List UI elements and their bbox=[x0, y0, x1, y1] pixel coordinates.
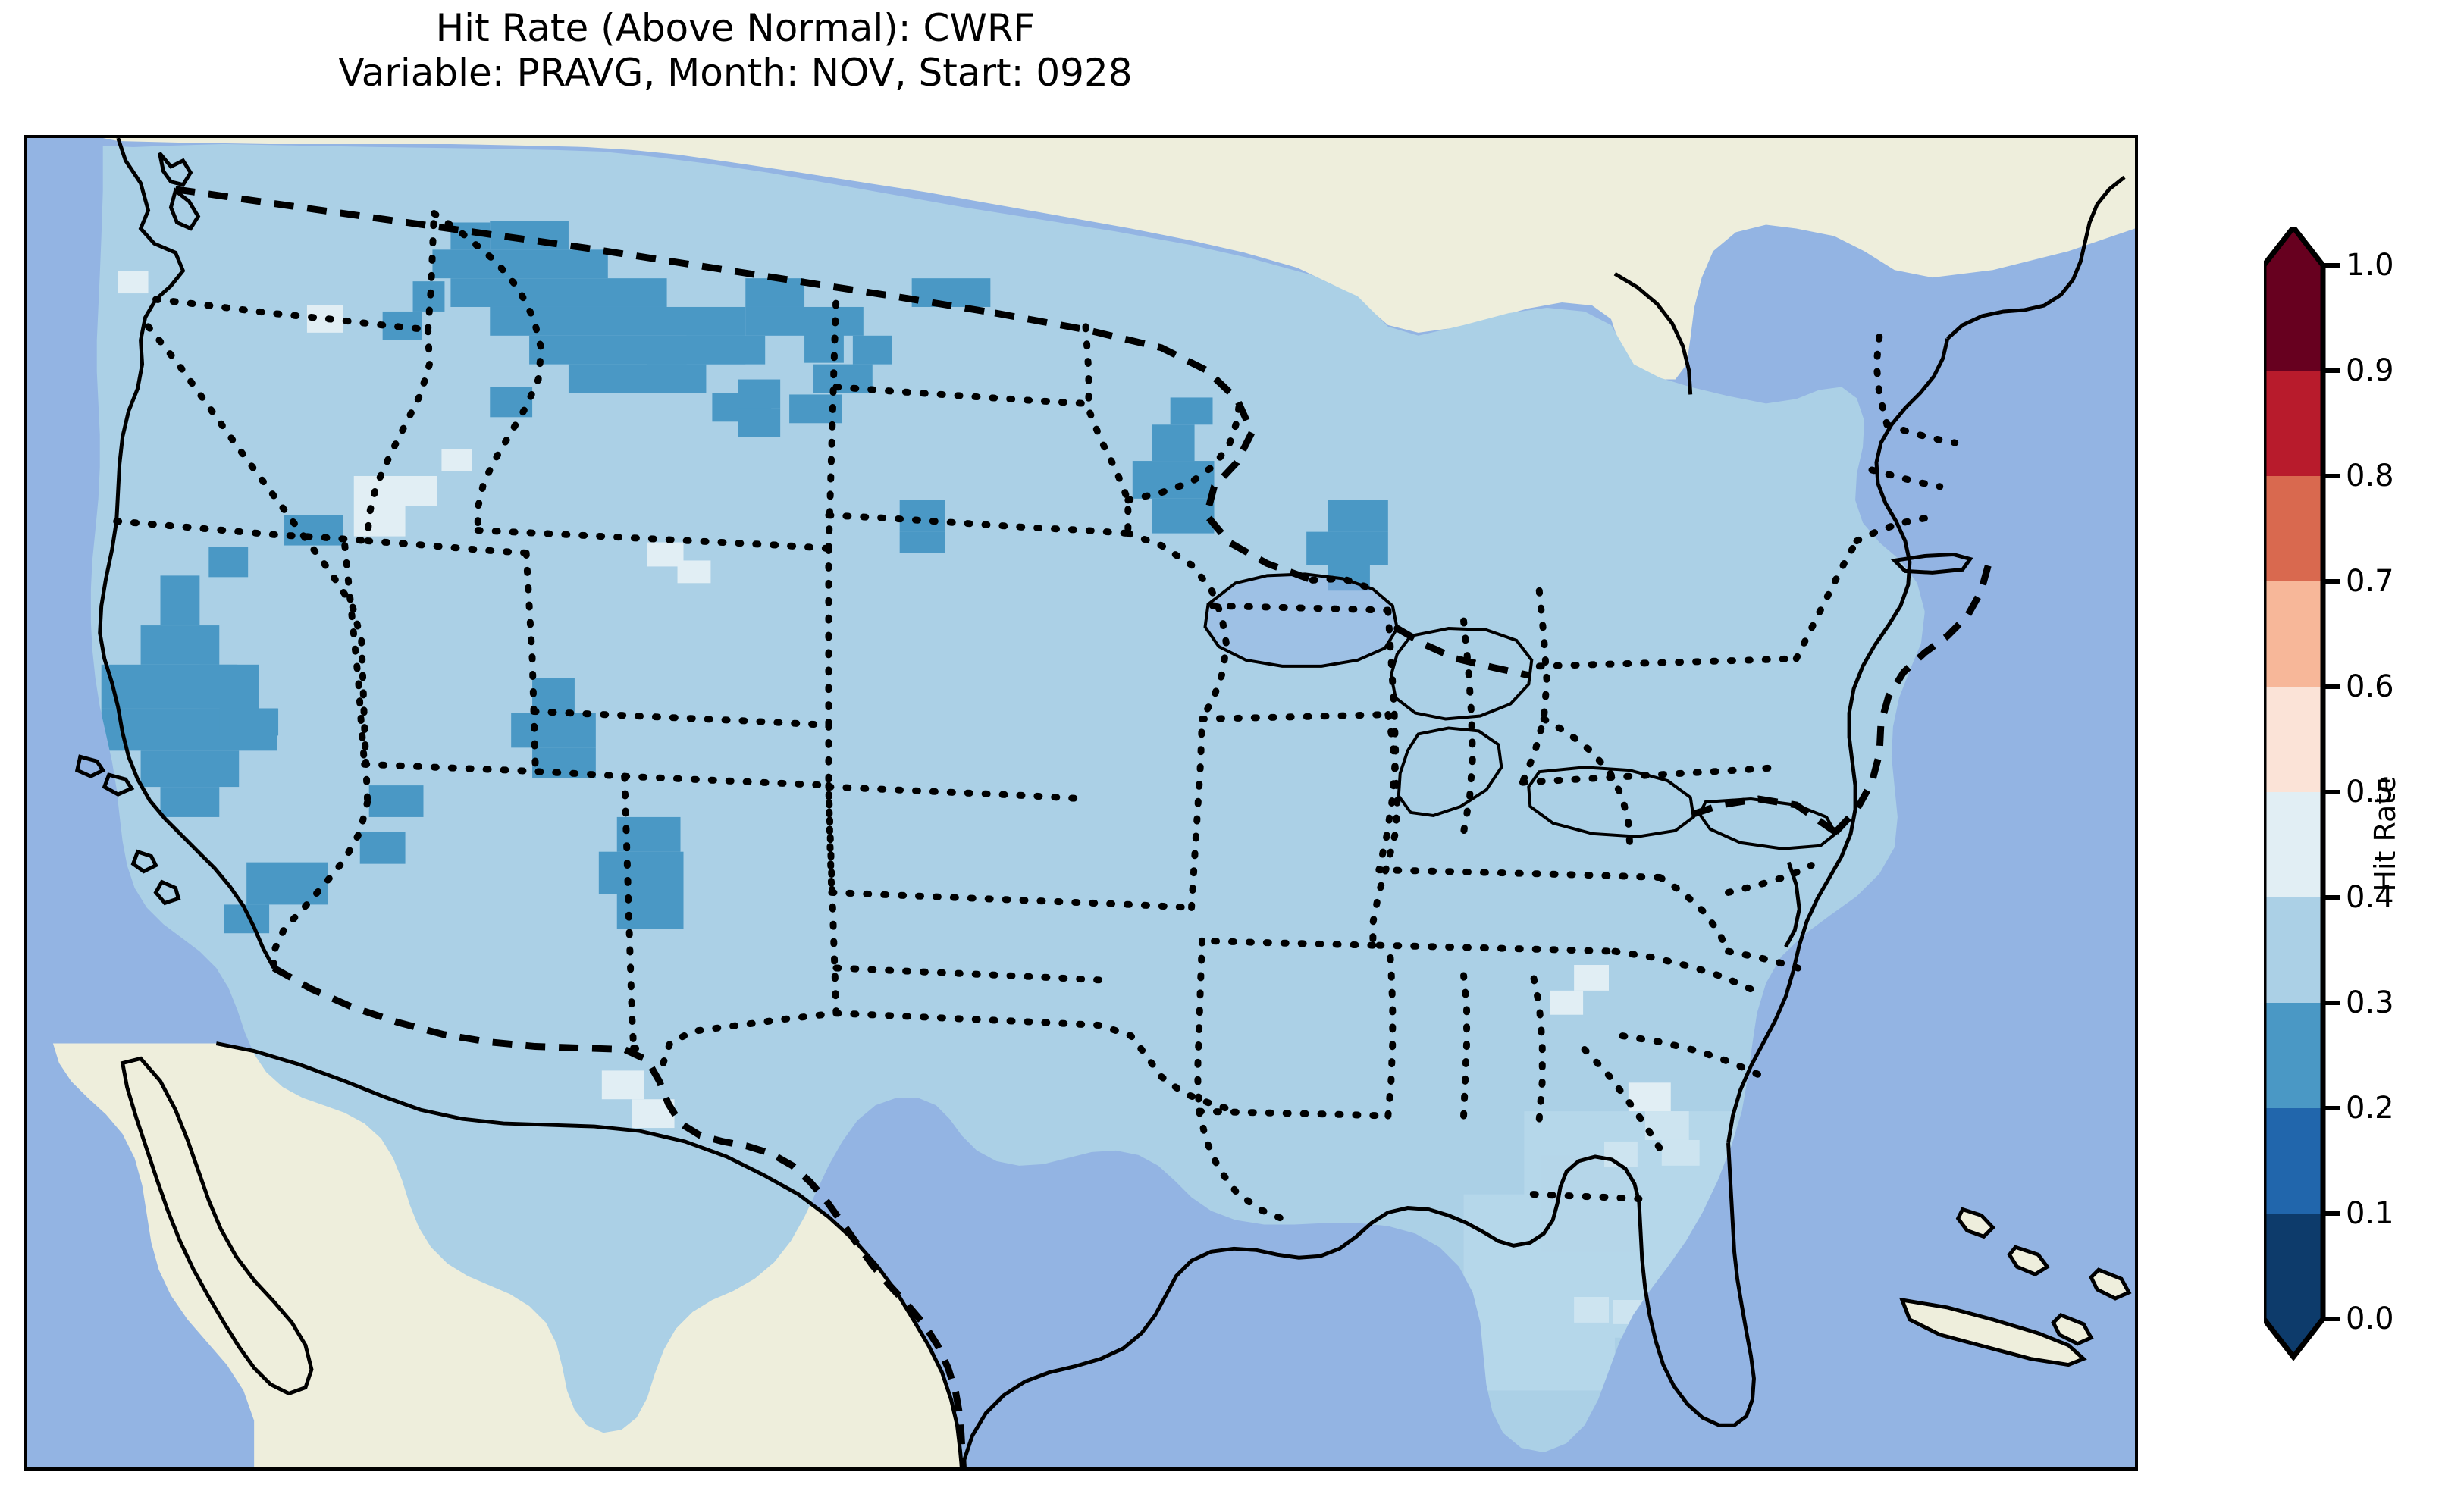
colorbar-tick-label: 0.2 bbox=[2346, 1091, 2394, 1126]
colorbar-segment bbox=[2264, 265, 2323, 371]
colorbar-segment bbox=[2264, 476, 2323, 581]
colorbar-segment bbox=[2264, 1108, 2323, 1214]
bahamas-island-3 bbox=[2053, 1314, 2092, 1344]
colorbar-tick-label: 0.9 bbox=[2346, 353, 2394, 388]
canada-landmass bbox=[102, 138, 2135, 380]
colorbar-tick-label: 1.0 bbox=[2346, 248, 2394, 283]
title-line-1: Hit Rate (Above Normal): CWRF bbox=[435, 6, 1036, 50]
colorbar-tick-label: 0.4 bbox=[2346, 880, 2394, 915]
colorbar-tick-label: 0.1 bbox=[2346, 1196, 2394, 1231]
bahamas-island-4 bbox=[2091, 1270, 2130, 1299]
colorbar-tick-label: 0.3 bbox=[2346, 985, 2394, 1020]
colorbar-axis-label: Hit Rate bbox=[2368, 775, 2402, 892]
baja-peninsula bbox=[122, 1058, 312, 1394]
colorbar-segment bbox=[2264, 897, 2323, 1003]
colorbar-tick-label: 0.5 bbox=[2346, 775, 2394, 810]
great-lakes-data-tint bbox=[1205, 574, 1397, 666]
colorbar-tick-label: 0.8 bbox=[2346, 459, 2394, 493]
colorbar-segment bbox=[2264, 1003, 2323, 1108]
coastlines bbox=[74, 138, 2132, 1467]
map-data-layer bbox=[27, 138, 2135, 1467]
colorbar-segment bbox=[2264, 687, 2323, 792]
state-boundaries bbox=[113, 210, 1959, 1223]
colorbar-tick-label: 0.0 bbox=[2346, 1301, 2394, 1336]
international-borders bbox=[174, 186, 1992, 1467]
colorbar-segments bbox=[2264, 227, 2323, 1357]
colorbar: 1.0 0.9 0.8 0.7 0.6 0.5 0.4 0.3 0.2 0.1 0.0 Hit Ra… bbox=[2264, 227, 2446, 1440]
colorbar-extend-bottom bbox=[2264, 1319, 2323, 1357]
map-axes bbox=[24, 135, 2138, 1471]
title-line-2: Variable: PRAVG, Month: NOV, Start: 0928 bbox=[338, 51, 1133, 95]
colorbar-extend-top bbox=[2264, 227, 2323, 265]
colorbar-segment bbox=[2264, 581, 2323, 687]
colorbar-segment bbox=[2264, 792, 2323, 897]
colorbar-segment bbox=[2264, 371, 2323, 476]
chart-title: Hit Rate (Above Normal): CWRF Variable: … bbox=[0, 6, 1471, 96]
colorbar-segment bbox=[2264, 1214, 2323, 1319]
colorbar-tick-label: 0.6 bbox=[2346, 669, 2394, 704]
cuba-island bbox=[1901, 1300, 2084, 1365]
colorbar-tick-label: 0.7 bbox=[2346, 564, 2394, 599]
